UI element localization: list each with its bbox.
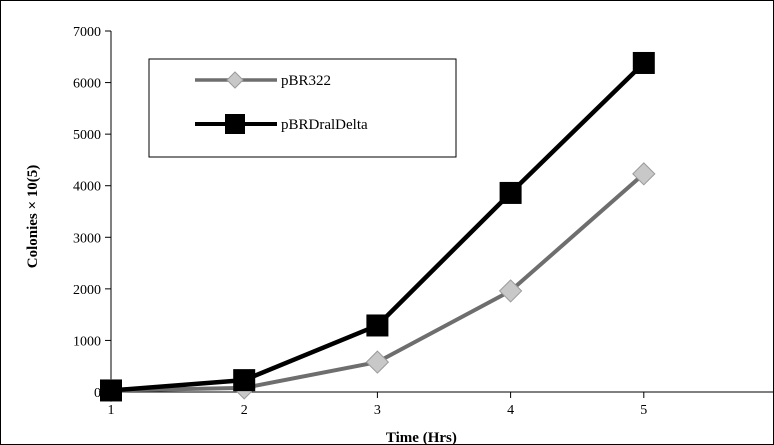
y-tick-label: 0: [94, 386, 101, 401]
y-tick-label: 7000: [73, 25, 101, 40]
square-marker: [499, 181, 522, 204]
diamond-marker: [498, 279, 523, 303]
diamond-marker: [632, 162, 656, 186]
legend-square-marker: [225, 114, 245, 134]
square-marker: [233, 369, 256, 392]
square-marker: [100, 379, 122, 402]
legend-item: pBR322: [195, 71, 331, 89]
y-tick-label: 1000: [73, 334, 101, 349]
x-tick-label: 1: [108, 403, 115, 418]
square-marker: [366, 314, 389, 337]
legend-label: pBRDralDelta: [281, 117, 368, 133]
series-layer: [99, 51, 656, 403]
y-tick-label: 6000: [73, 77, 101, 92]
y-axis-title: Colonies × 10(5): [25, 165, 41, 269]
legend-label: pBR322: [281, 73, 331, 89]
legend: pBR322 pBRDralDelta: [148, 58, 457, 158]
series-pBR322: [99, 162, 656, 403]
legend-diamond-marker: [226, 71, 244, 89]
legend-item: pBRDralDelta: [195, 114, 368, 134]
x-tick-label: 5: [640, 403, 647, 418]
y-axis-ticks: 0 1000 2000 3000 4000 5000 6000 7000: [73, 25, 111, 401]
y-tick-label: 5000: [73, 128, 101, 143]
diamond-marker: [365, 350, 390, 374]
x-axis-title: Time (Hrs): [386, 430, 457, 444]
axes: [110, 31, 773, 393]
y-tick-label: 3000: [73, 231, 101, 246]
y-tick-label: 2000: [73, 283, 101, 298]
x-tick-label: 2: [241, 403, 248, 418]
legend-items: pBR322 pBRDralDelta: [195, 71, 368, 134]
x-tick-label: 4: [507, 403, 514, 418]
square-marker: [632, 51, 655, 74]
x-axis-ticks: 123456: [108, 392, 647, 418]
series-pBRDralDelta: [100, 51, 655, 402]
y-tick-label: 4000: [73, 180, 101, 195]
legend-box: [148, 58, 457, 158]
x-tick-label: 3: [374, 403, 381, 418]
